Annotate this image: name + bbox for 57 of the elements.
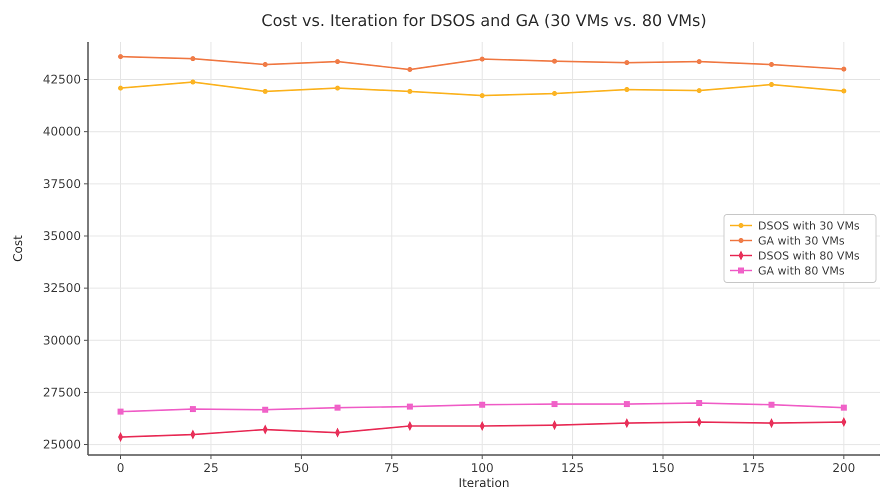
point <box>334 404 341 411</box>
point <box>552 401 558 408</box>
y-tick-label: 27500 <box>42 385 81 400</box>
legend-label: GA with 80 VMs <box>758 264 845 278</box>
point <box>262 406 268 413</box>
x-tick-label: 175 <box>742 461 765 475</box>
point <box>118 408 124 415</box>
chart-title: Cost vs. Iteration for DSOS and GA (30 VMs vs. 80 VMs) <box>261 11 707 30</box>
point <box>407 88 412 94</box>
point <box>190 56 196 62</box>
x-tick-label: 150 <box>652 461 674 475</box>
point <box>262 88 268 94</box>
point <box>769 82 774 88</box>
x-tick-label: 200 <box>832 461 856 475</box>
y-tick-label: 35000 <box>42 228 81 243</box>
y-axis-title: Cost <box>11 234 25 262</box>
point <box>696 59 702 64</box>
point <box>190 406 196 412</box>
point <box>480 93 485 98</box>
point <box>480 56 485 62</box>
x-tick-label: 0 <box>116 461 124 475</box>
y-tick-label: 32500 <box>42 281 81 296</box>
y-tick-label: 40000 <box>42 124 81 139</box>
y-tick-label: 25000 <box>42 438 81 452</box>
point <box>841 88 846 94</box>
x-tick-label: 100 <box>470 461 494 475</box>
legend-label: DSOS with 80 VMs <box>758 250 860 262</box>
point <box>768 402 775 408</box>
point <box>769 62 774 68</box>
point <box>406 404 413 410</box>
point <box>190 80 196 85</box>
point <box>624 401 630 408</box>
x-tick-label: 50 <box>294 461 310 475</box>
point <box>335 59 340 64</box>
x-tick-label: 125 <box>561 461 584 475</box>
point <box>335 86 340 91</box>
y-tick-label: 30000 <box>42 333 81 348</box>
point <box>262 62 268 68</box>
point <box>696 88 702 94</box>
x-axis-title: Iteration <box>458 476 510 489</box>
point <box>552 58 558 64</box>
x-tick-label: 25 <box>203 461 219 475</box>
point <box>624 60 630 66</box>
point <box>479 402 486 408</box>
legend-label: DSOS with 30 VMs <box>758 220 860 232</box>
x-tick-label: 75 <box>384 461 400 475</box>
y-tick-label: 37500 <box>42 176 81 191</box>
point <box>696 400 702 406</box>
point <box>840 404 847 411</box>
point <box>624 87 630 92</box>
point <box>552 91 558 96</box>
point <box>118 54 124 60</box>
point <box>841 66 846 72</box>
y-tick-label: 42500 <box>42 72 81 87</box>
point <box>407 67 412 72</box>
point <box>118 86 124 91</box>
legend-label: GA with 30 VMs <box>758 234 845 248</box>
